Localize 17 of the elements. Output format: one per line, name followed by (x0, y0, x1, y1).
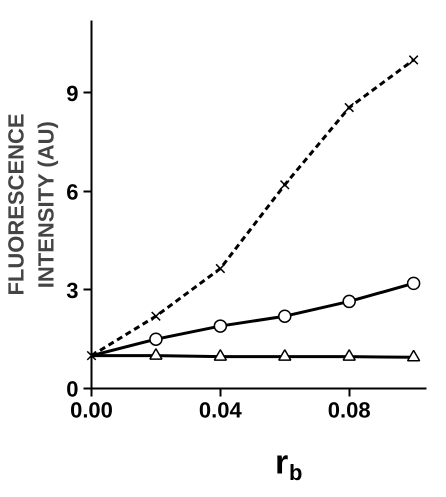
point (149, 332, 163, 346)
point (344, 102, 354, 113)
point (86, 350, 96, 361)
point (280, 180, 290, 190)
point (214, 319, 228, 333)
x-tick-label: 0.04 (198, 398, 243, 422)
x-tick-label: 0.08 (328, 398, 371, 422)
point (342, 294, 356, 308)
point (215, 264, 226, 274)
y-tick-label: 6 (66, 179, 79, 204)
point (408, 54, 419, 65)
y-tick-label: 3 (66, 278, 79, 303)
y-axis-title: FLUORESCENCE INTENSITY (AU) (3, 113, 58, 296)
point (406, 276, 420, 290)
point (278, 309, 292, 323)
point (150, 311, 161, 322)
y-tick-label: 9 (66, 80, 79, 106)
